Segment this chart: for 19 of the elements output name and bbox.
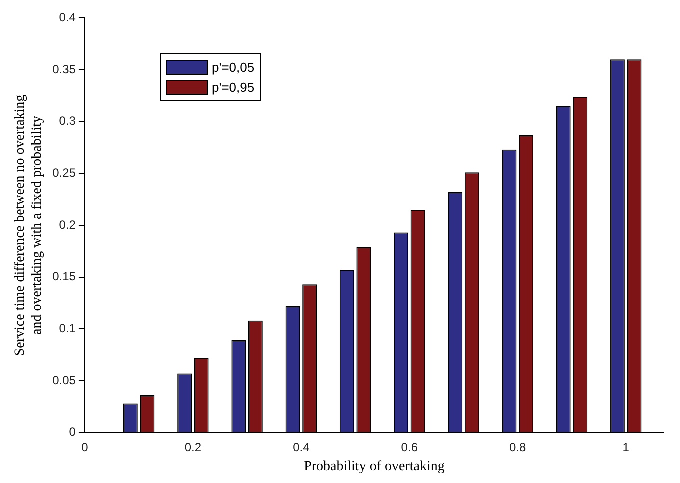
y-tick-label: 0	[69, 425, 76, 440]
y-tick-label: 0.4	[59, 10, 76, 25]
legend-label: p'=0,95	[212, 80, 255, 94]
x-axis-title: Probability of overtaking	[304, 459, 445, 474]
y-tick-label: 0.05	[52, 373, 76, 388]
y-tick-label: 0.1	[59, 321, 76, 336]
y-tick-label: 0.15	[52, 270, 76, 284]
x-tick-label: 0.6	[401, 440, 418, 454]
y-tick-label: 0.2	[59, 218, 76, 232]
x-tick-label: 0	[82, 440, 89, 454]
y-tick-label: 0.25	[52, 166, 76, 180]
x-tick-label: 0.8	[510, 440, 527, 454]
x-tick-label: 1	[622, 440, 630, 454]
y-tick-label: 0.35	[52, 62, 76, 76]
y-tick-label: 0.3	[59, 114, 76, 128]
legend-label: p'=0,05	[212, 60, 255, 74]
x-tick-label: 0.4	[293, 440, 310, 454]
y-axis-title: Service time difference between no overtaking and overtaking with a fixed probability	[13, 94, 45, 356]
x-tick-label: 0.2	[184, 440, 202, 454]
